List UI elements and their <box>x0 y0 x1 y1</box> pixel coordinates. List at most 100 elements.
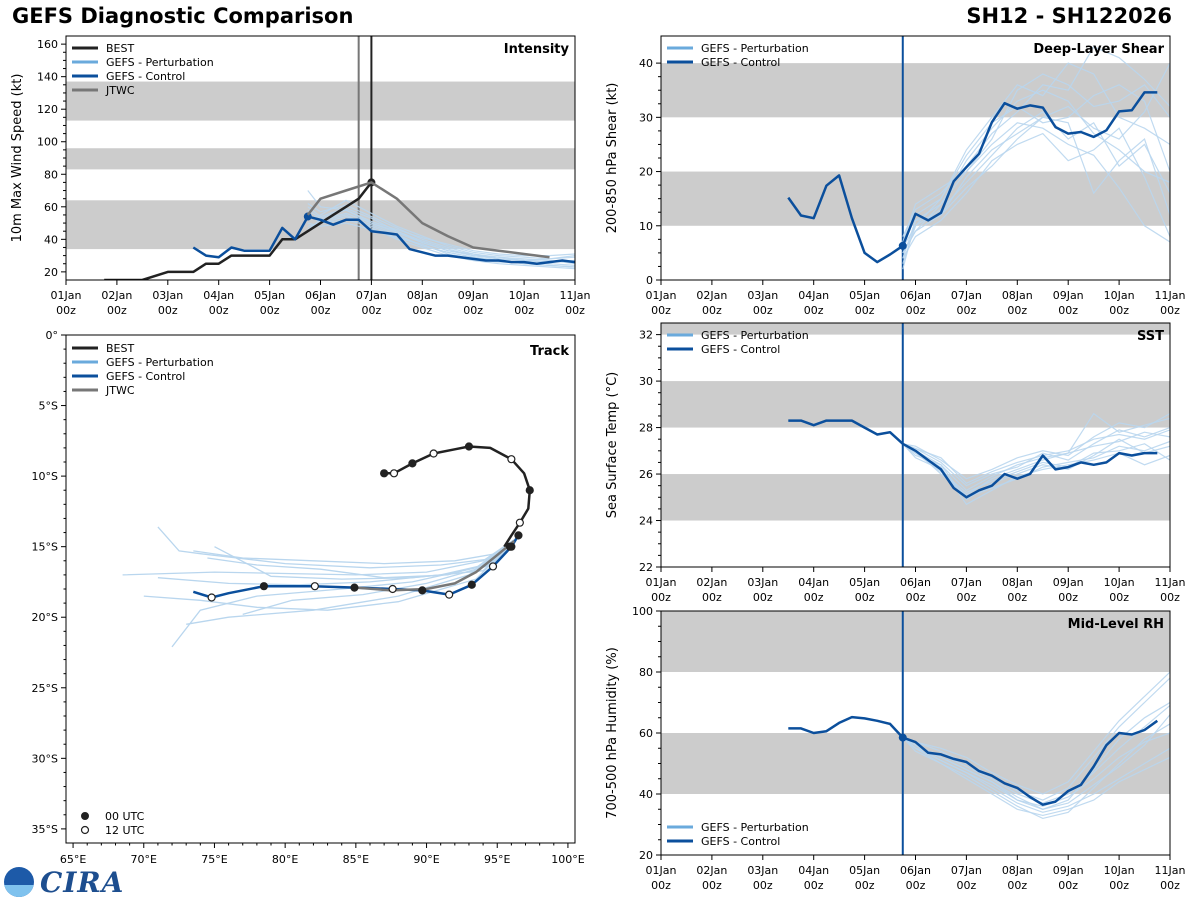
y-tick-label: 80 <box>639 666 653 679</box>
y-tick-label: 80 <box>44 168 58 181</box>
y-tick-label: 32 <box>639 329 653 342</box>
threshold-band <box>661 171 1170 226</box>
y-tick-label: 120 <box>37 103 58 116</box>
page-title: GEFS Diagnostic Comparison <box>12 4 354 28</box>
series-marker <box>303 212 312 221</box>
sst-chart: SST 22 24 26 28 30 32 01Jan 00z 02Jan 00z 03Jan 00z 0… <box>605 322 1185 604</box>
x-tick-label: 01Jan 00z <box>51 289 82 317</box>
x-tick-label: 05Jan 00z <box>849 864 880 892</box>
x-tick-label: 06Jan 00z <box>900 289 931 317</box>
legend-label: GEFS - Control <box>701 56 780 69</box>
y-tick-label: 20 <box>639 166 653 179</box>
legend-label: JTWC <box>105 84 135 97</box>
y-tick-label: 10°S <box>32 470 58 483</box>
y-tick-label: 24 <box>639 515 653 528</box>
legend-label: GEFS - Control <box>106 370 185 383</box>
x-tick-label: 01Jan 00z <box>646 864 677 892</box>
perturbation-line <box>902 737 1170 817</box>
track-chart: Track 65°E 70°E 75°E 80°E 85°E 90°E 95°E 100°E 0°… <box>32 329 585 866</box>
x-tick-label: 09Jan 00z <box>458 289 489 317</box>
track-best <box>384 445 532 548</box>
x-tick-label: 80°E <box>272 853 298 866</box>
perturbation-track <box>214 536 519 580</box>
x-tick-label: 04Jan 00z <box>203 289 234 317</box>
perturbation-track <box>186 536 519 625</box>
x-tick-label: 02Jan 00z <box>696 864 727 892</box>
y-tick-label: 140 <box>37 71 58 84</box>
legend-label: BEST <box>106 42 134 55</box>
chart-title: Intensity <box>504 42 570 57</box>
perturbation-line <box>902 671 1170 795</box>
x-tick-label: 01Jan 00z <box>646 576 677 604</box>
rh-plot-area <box>661 611 1170 855</box>
perturbation-line <box>902 127 1170 259</box>
x-tick-label: 03Jan 00z <box>747 576 778 604</box>
x-tick-label: 03Jan 00z <box>152 289 183 317</box>
track-marker-00utc <box>350 583 359 592</box>
legend-label: GEFS - Control <box>701 835 780 848</box>
perturbation-line <box>902 122 1170 254</box>
x-tick-label: 02Jan 00z <box>696 576 727 604</box>
track-marker-00utc <box>507 542 516 551</box>
perturbation-line <box>902 443 1170 494</box>
x-tick-label: 03Jan 00z <box>747 289 778 317</box>
track-marker-12utc <box>445 590 454 599</box>
perturbation-track <box>242 536 519 616</box>
chart-title: Deep-Layer Shear <box>1033 42 1164 57</box>
track-marker-12utc <box>207 593 216 602</box>
track-marker-00utc <box>418 586 427 595</box>
x-tick-label: 04Jan 00z <box>798 864 829 892</box>
x-tick-label: 10Jan 00z <box>1104 576 1135 604</box>
y-tick-label: 20 <box>639 849 653 862</box>
y-tick-label: 10 <box>639 220 653 233</box>
perturbation-line <box>902 413 1170 480</box>
series-marker <box>898 733 907 742</box>
perturbation-line <box>902 431 1170 492</box>
x-tick-label: 11Jan 00z <box>560 289 591 317</box>
logo-area: CIRA <box>4 866 124 899</box>
perturbation-line <box>307 212 575 262</box>
threshold-band <box>661 474 1170 521</box>
track-marker-00utc <box>259 582 269 591</box>
legend-label: GEFS - Perturbation <box>106 356 214 369</box>
chart-title: Track <box>530 344 569 359</box>
track-marker-00utc <box>525 486 534 495</box>
x-tick-label: 95°E <box>484 853 510 866</box>
intensity-plot-area <box>66 36 575 280</box>
y-axis-label: 700-500 hPa Humidity (%) <box>605 647 620 819</box>
y-tick-label: 30°S <box>32 752 58 765</box>
y-tick-label: 160 <box>37 38 58 51</box>
threshold-band <box>661 611 1170 672</box>
chart-title: Mid-Level RH <box>1068 617 1164 632</box>
series-line-jtwc <box>306 181 550 259</box>
y-tick-label: 0° <box>46 329 59 342</box>
track-marker-00utc <box>408 459 417 468</box>
x-tick-label: 03Jan 00z <box>747 864 778 892</box>
x-tick-label: 10Jan 00z <box>509 289 540 317</box>
track-marker-12utc <box>388 584 397 594</box>
shear-plot-area <box>661 36 1170 280</box>
x-tick-label: 70°E <box>131 853 157 866</box>
track-marker-00utc <box>380 469 389 478</box>
legend-label: GEFS - Control <box>701 343 780 356</box>
x-tick-label: 09Jan 00z <box>1053 864 1084 892</box>
perturbation-line <box>902 714 1170 810</box>
x-tick-label: 08Jan 00z <box>1002 864 1033 892</box>
rh-chart: Mid-Level RH 20 40 60 80 100 01Jan 00z 02Jan 00z 0… <box>605 605 1185 892</box>
perturbation-line <box>902 73 1170 243</box>
threshold-band <box>66 81 575 121</box>
y-tick-label: 30 <box>639 111 653 124</box>
series-line-gefs-control <box>788 715 1159 806</box>
perturbation-track <box>143 536 519 611</box>
intensity-chart: Intensity 20 40 60 80 100 120 140 160 01Jan 00z 02J… <box>10 35 591 317</box>
y-tick-label: 40 <box>639 788 653 801</box>
legend-label: GEFS - Perturbation <box>701 42 809 55</box>
y-tick-label: 30 <box>639 375 653 388</box>
y-axis-label: 10m Max Wind Speed (kt) <box>10 74 25 243</box>
x-tick-label: 07Jan 00z <box>951 289 982 317</box>
x-tick-label: 07Jan 00z <box>951 864 982 892</box>
y-tick-label: 40 <box>639 57 653 70</box>
track-marker-12utc <box>389 469 399 478</box>
y-tick-label: 0 <box>646 274 653 287</box>
